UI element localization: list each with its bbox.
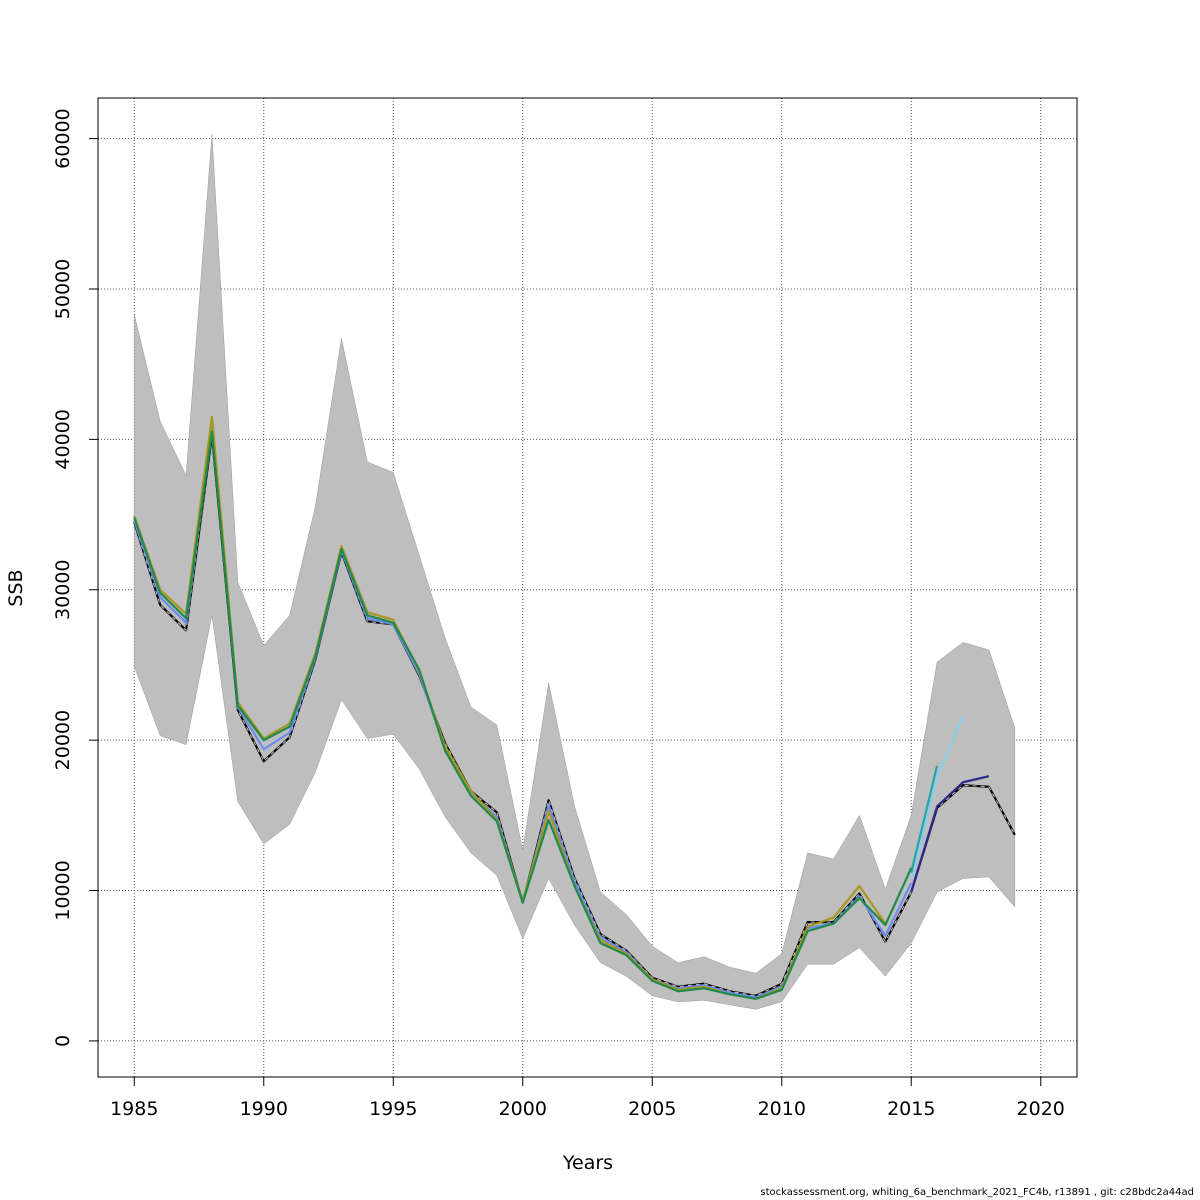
confidence-band [134, 134, 1016, 1010]
y-tick-label: 40000 [52, 409, 74, 469]
y-tick-label: 50000 [52, 259, 74, 319]
confidence-band-area [134, 134, 1016, 1010]
y-tick-label: 20000 [52, 710, 74, 770]
x-tick-label: 2000 [499, 1098, 547, 1120]
x-tick-label: 1990 [240, 1098, 288, 1120]
series-line-6 [133, 430, 913, 1000]
x-axis-title: Years [562, 1152, 613, 1174]
series-line-4 [910, 775, 990, 893]
x-tick-label: 2005 [628, 1098, 676, 1120]
y-tick-label: 60000 [52, 108, 74, 168]
x-tick-label: 2015 [887, 1098, 935, 1120]
series-line-2 [910, 715, 965, 879]
x-tick-label: 2020 [1017, 1098, 1065, 1120]
footnote: stockassessment.org, whiting_6a_benchmar… [760, 1187, 1194, 1198]
y-axis: 0 10000 20000 30000 40000 50000 60000 [52, 108, 98, 1047]
x-tick-label: 2010 [758, 1098, 806, 1120]
series-line-3 [910, 765, 939, 873]
y-tick-label: 30000 [52, 560, 74, 620]
x-tick-label: 1995 [369, 1098, 417, 1120]
y-tick-label: 0 [52, 1035, 74, 1047]
x-tick-label: 1985 [110, 1098, 158, 1120]
x-axis: 1985 1990 1995 2000 2005 2010 2015 2020 [110, 1076, 1065, 1120]
y-tick-label: 10000 [52, 860, 74, 920]
series-lines [133, 415, 1016, 1000]
y-axis-title: SSB [5, 569, 27, 606]
